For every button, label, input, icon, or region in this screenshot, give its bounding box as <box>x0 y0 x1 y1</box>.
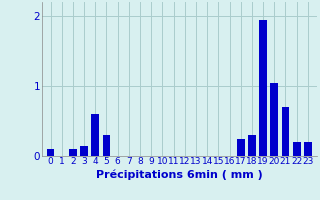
X-axis label: Précipitations 6min ( mm ): Précipitations 6min ( mm ) <box>96 169 263 180</box>
Bar <box>92 114 99 156</box>
Bar <box>248 135 256 156</box>
Bar <box>80 146 88 156</box>
Bar <box>282 107 289 156</box>
Bar <box>103 135 110 156</box>
Bar <box>293 142 300 156</box>
Bar <box>259 20 267 156</box>
Bar <box>47 149 54 156</box>
Bar <box>270 82 278 156</box>
Bar <box>237 138 245 156</box>
Bar <box>69 149 77 156</box>
Bar <box>304 142 312 156</box>
